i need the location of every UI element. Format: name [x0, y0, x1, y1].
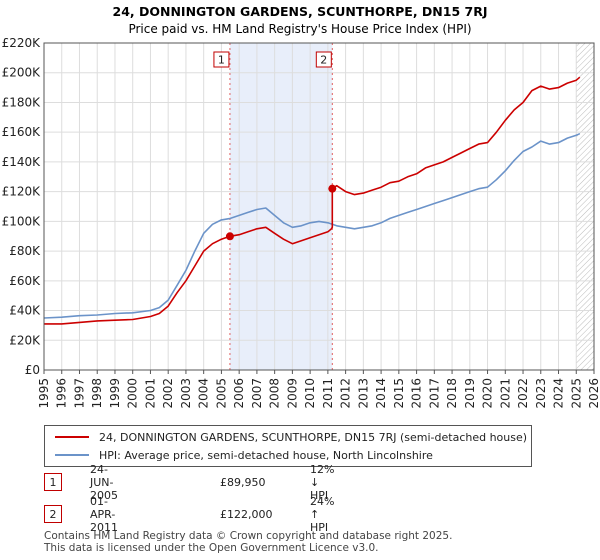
x-tick-label: 2007 — [250, 378, 264, 409]
y-tick-label: £180K — [2, 95, 42, 109]
legend-entry-hpi: HPI: Average price, semi-detached house,… — [55, 446, 433, 464]
x-tick-label: 1996 — [55, 378, 69, 409]
y-tick-label: £20K — [9, 333, 41, 347]
transaction-date-1: 24-JUN-2005 — [90, 462, 118, 502]
legend-swatch-hpi — [55, 454, 89, 456]
sale-point-2 — [328, 184, 337, 193]
x-tick-label: 2014 — [374, 378, 388, 409]
transaction-price-2: £122,000 — [220, 507, 273, 521]
x-tick-label: 2004 — [197, 378, 211, 409]
x-tick-label: 2011 — [321, 378, 335, 409]
chart-title: 24, DONNINGTON GARDENS, SCUNTHORPE, DN15… — [113, 4, 488, 19]
x-tick-label: 2020 — [481, 378, 495, 409]
transaction-row-2: 2 01-APR-2011 £122,000 24% ↑ HPI — [44, 495, 334, 534]
sale-badge-label-2: 2 — [320, 54, 327, 67]
x-tick-label: 1998 — [90, 378, 104, 409]
y-tick-label: £80K — [9, 244, 41, 258]
chart-legend: 24, DONNINGTON GARDENS, SCUNTHORPE, DN15… — [44, 425, 532, 467]
y-tick-label: £100K — [2, 214, 42, 228]
x-tick-label: 1995 — [37, 378, 51, 409]
sale-badge-box-1 — [213, 51, 230, 68]
sale-badge-label-1: 1 — [218, 54, 225, 67]
series-line-hpi — [44, 132, 581, 319]
y-tick-label: £0 — [25, 363, 40, 377]
transaction-date-2: 01-APR-2011 — [90, 494, 118, 534]
x-tick-label: 2023 — [534, 378, 548, 409]
y-tick-label: £140K — [2, 155, 42, 169]
forecast-hatch — [576, 43, 594, 370]
x-tick-label: 2017 — [427, 378, 441, 409]
x-tick-label: 2009 — [285, 378, 299, 409]
x-tick-label: 1997 — [72, 378, 86, 409]
y-tick-label: £160K — [2, 125, 42, 139]
y-tick-label: £40K — [9, 304, 41, 318]
legend-entry-property: 24, DONNINGTON GARDENS, SCUNTHORPE, DN15… — [55, 428, 527, 446]
ownership-period-shade — [229, 43, 333, 370]
plot-frame — [43, 42, 595, 371]
sale-badge-box-2 — [315, 51, 332, 68]
x-tick-label: 2019 — [463, 378, 477, 409]
x-tick-label: 2001 — [143, 378, 157, 409]
x-tick-label: 2005 — [214, 378, 228, 409]
price-chart: 24, DONNINGTON GARDENS, SCUNTHORPE, DN15… — [2, 4, 600, 409]
sale-point-1 — [225, 232, 234, 241]
y-tick-label: £220K — [2, 36, 42, 50]
x-tick-label: 2003 — [179, 378, 193, 409]
legend-swatch-property — [55, 436, 89, 438]
x-tick-label: 2025 — [569, 378, 583, 409]
x-tick-label: 2010 — [303, 378, 317, 409]
transaction-hpi-2: 24% ↑ HPI — [310, 494, 335, 534]
y-tick-label: £60K — [9, 274, 41, 288]
x-tick-label: 2013 — [356, 378, 370, 409]
y-tick-label: £200K — [2, 66, 42, 80]
x-tick-label: 2006 — [232, 378, 246, 409]
x-tick-label: 2002 — [161, 378, 175, 409]
transaction-row-1: 1 24-JUN-2005 £89,950 12% ↓ HPI — [44, 463, 334, 502]
x-tick-label: 2024 — [552, 378, 566, 409]
x-tick-label: 2012 — [339, 378, 353, 409]
x-tick-label: 2021 — [498, 378, 512, 409]
footer-licence: This data is licensed under the Open Gov… — [44, 542, 379, 554]
x-tick-label: 2022 — [516, 378, 530, 409]
y-tick-label: £120K — [2, 185, 42, 199]
x-tick-label: 2016 — [410, 378, 424, 409]
x-tick-label: 2008 — [268, 378, 282, 409]
legend-label-property: 24, DONNINGTON GARDENS, SCUNTHORPE, DN15… — [99, 430, 528, 444]
x-tick-label: 2000 — [126, 378, 140, 409]
x-tick-label: 2018 — [445, 378, 459, 409]
transaction-hpi-1: 12% ↓ HPI — [310, 462, 335, 502]
transaction-marker-2: 2 — [44, 505, 62, 523]
transaction-price-1: £89,950 — [220, 475, 266, 489]
x-tick-label: 2026 — [587, 378, 600, 409]
x-tick-label: 2015 — [392, 378, 406, 409]
x-tick-label: 1999 — [108, 378, 122, 409]
legend-label-hpi: HPI: Average price, semi-detached house,… — [99, 448, 433, 462]
footer: Contains HM Land Registry data © Crown c… — [44, 530, 452, 554]
footer-copyright: Contains HM Land Registry data © Crown c… — [44, 530, 453, 542]
chart-subtitle: Price paid vs. HM Land Registry's House … — [128, 22, 471, 36]
transaction-marker-1: 1 — [44, 473, 62, 491]
